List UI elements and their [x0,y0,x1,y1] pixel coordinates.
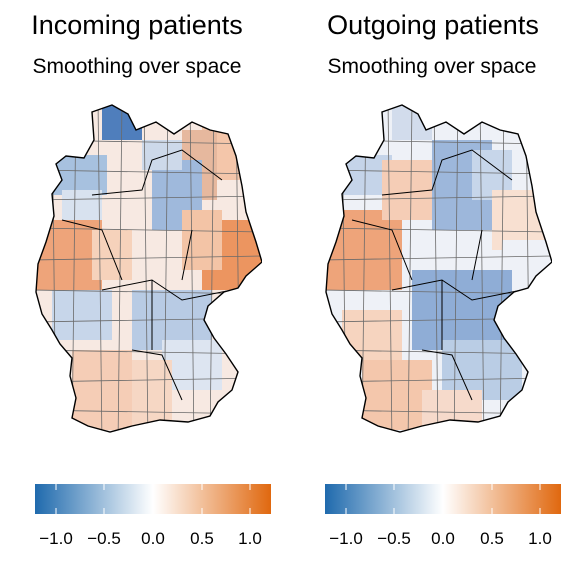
tick-label: 0.5 [480,529,504,548]
incoming-panel: Incoming patients Smoothing over space [0,0,290,581]
tick-label: 0.5 [190,529,214,548]
panel-title: Outgoing patients [327,10,539,40]
state-borders [61,149,233,401]
tick-label: 0.0 [141,529,165,548]
panel-subtitle: Smoothing over space [32,55,242,78]
tick-label: 1.0 [238,529,262,548]
tick-label: −0.5 [377,529,411,548]
district-fill [36,105,262,432]
panel-subtitle: Smoothing over space [327,55,537,78]
colorbar-incoming [35,484,271,514]
tick-label: −1.0 [39,529,73,548]
tick-label: 1.0 [528,529,552,548]
colorbar-outgoing [325,484,561,514]
colorbar-gradient [325,484,561,514]
panel-title: Incoming patients [31,10,243,40]
tick-label: −1.0 [329,529,363,548]
colorbar-gradient [35,484,271,514]
germany-map-incoming [35,104,262,433]
tick-label: 0.0 [431,529,455,548]
state-borders [351,149,523,401]
outgoing-panel: Outgoing patients Smoothing over space [290,0,580,581]
tick-label: −0.5 [87,529,121,548]
germany-map-outgoing [325,104,552,433]
district-borders [326,105,552,432]
